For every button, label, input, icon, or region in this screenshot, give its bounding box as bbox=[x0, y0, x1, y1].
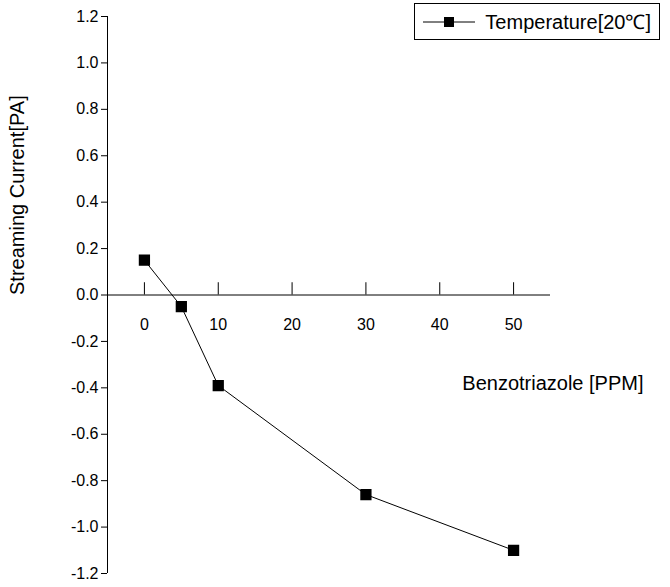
svg-text:1.2: 1.2 bbox=[76, 8, 98, 25]
svg-text:0.8: 0.8 bbox=[76, 100, 98, 117]
svg-text:0.2: 0.2 bbox=[76, 240, 98, 257]
svg-text:30: 30 bbox=[357, 316, 375, 333]
svg-text:0: 0 bbox=[140, 316, 149, 333]
svg-text:50: 50 bbox=[505, 316, 523, 333]
svg-text:-0.4: -0.4 bbox=[71, 379, 99, 396]
svg-text:-1.2: -1.2 bbox=[71, 565, 99, 582]
svg-text:-0.8: -0.8 bbox=[71, 472, 99, 489]
svg-text:40: 40 bbox=[431, 316, 449, 333]
svg-text:Streaming Current[PA]: Streaming Current[PA] bbox=[6, 95, 28, 295]
svg-text:0.4: 0.4 bbox=[76, 193, 98, 210]
svg-text:20: 20 bbox=[283, 316, 301, 333]
svg-text:Benzotriazole [PPM]: Benzotriazole [PPM] bbox=[462, 372, 643, 394]
html-text:Temperature[20℃]: Temperature[20℃] bbox=[485, 11, 651, 33]
svg-text:-1.0: -1.0 bbox=[71, 518, 99, 535]
svg-text:1.0: 1.0 bbox=[76, 54, 98, 71]
svg-text:0.0: 0.0 bbox=[76, 286, 98, 303]
svg-text:-0.6: -0.6 bbox=[71, 425, 99, 442]
svg-text:10: 10 bbox=[209, 316, 227, 333]
svg-text:-0.2: -0.2 bbox=[71, 333, 99, 350]
svg-text:0.6: 0.6 bbox=[76, 147, 98, 164]
